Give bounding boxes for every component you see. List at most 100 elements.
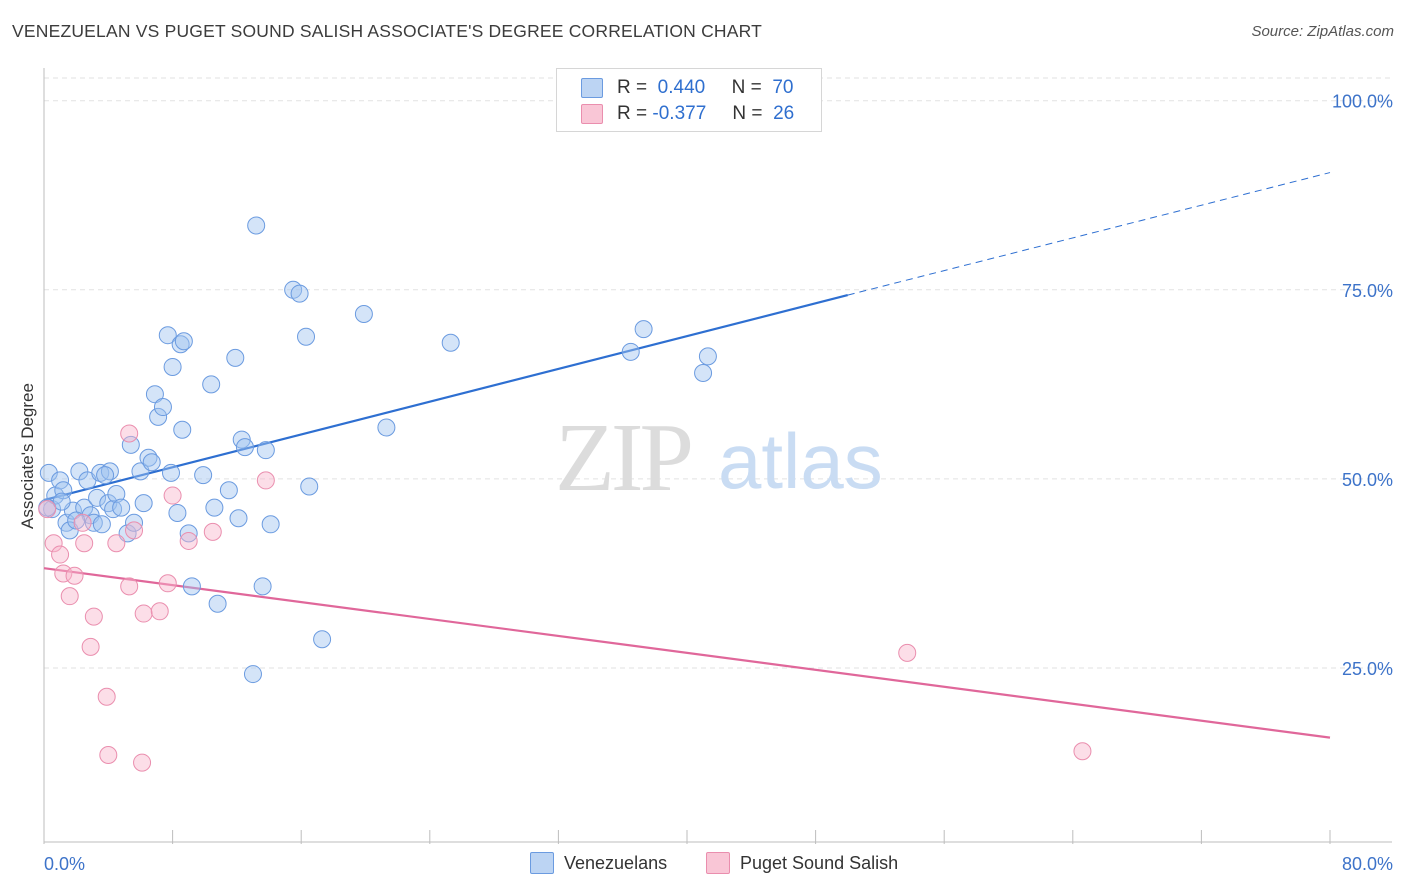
point-puget-sound-salish bbox=[73, 513, 92, 532]
point-venezuelans bbox=[149, 407, 168, 426]
point-venezuelans bbox=[171, 335, 190, 354]
point-venezuelans bbox=[145, 385, 164, 404]
point-puget-sound-salish bbox=[75, 534, 94, 553]
bottom-legend-label: Puget Sound Salish bbox=[740, 852, 899, 873]
point-puget-sound-salish bbox=[163, 486, 182, 505]
legend-swatch-pink bbox=[581, 104, 603, 124]
point-venezuelans bbox=[256, 441, 275, 460]
legend-r-label: R = bbox=[617, 77, 648, 98]
watermark: ZIP atlas bbox=[555, 404, 883, 512]
point-venezuelans bbox=[54, 481, 73, 500]
point-puget-sound-salish bbox=[120, 577, 139, 596]
legend-n-value: 70 bbox=[772, 77, 794, 98]
point-puget-sound-salish bbox=[81, 637, 100, 656]
y-tick-label: 25.0% bbox=[1342, 659, 1393, 679]
point-puget-sound-salish bbox=[65, 566, 84, 585]
point-puget-sound-salish bbox=[38, 500, 57, 519]
bottom-legend-swatch-blue bbox=[530, 852, 554, 874]
point-venezuelans bbox=[226, 348, 245, 367]
legend-row-venezuelans: R = 0.440 N = 70 bbox=[581, 76, 793, 100]
correlation-legend: R = 0.440 N = 70 R = -0.377 N = 26 bbox=[556, 68, 822, 132]
point-puget-sound-salish bbox=[54, 564, 73, 583]
point-venezuelans bbox=[88, 488, 107, 507]
point-venezuelans bbox=[261, 515, 280, 534]
point-puget-sound-salish bbox=[97, 687, 116, 706]
point-venezuelans bbox=[694, 364, 713, 383]
legend-n-label: N = bbox=[732, 103, 763, 124]
point-venezuelans bbox=[134, 494, 153, 513]
point-venezuelans bbox=[179, 524, 198, 543]
point-puget-sound-salish bbox=[51, 545, 70, 564]
point-puget-sound-salish bbox=[99, 746, 118, 765]
chart-source: Source: ZipAtlas.com bbox=[1251, 23, 1394, 40]
point-venezuelans bbox=[174, 332, 193, 351]
legend-r-value: 0.440 bbox=[657, 77, 706, 98]
point-venezuelans bbox=[313, 630, 332, 649]
point-venezuelans bbox=[168, 503, 187, 522]
point-venezuelans bbox=[208, 594, 227, 613]
point-venezuelans bbox=[153, 398, 172, 417]
point-venezuelans bbox=[354, 305, 373, 324]
point-venezuelans bbox=[634, 320, 653, 339]
legend-swatch-blue bbox=[581, 78, 603, 98]
trend-line-puget-sound-salish bbox=[43, 567, 1331, 739]
watermark-zip: ZIP bbox=[555, 404, 690, 512]
bottom-legend-puget-sound-salish: Puget Sound Salish bbox=[706, 852, 898, 874]
legend-n-label: N = bbox=[731, 77, 762, 98]
point-venezuelans bbox=[253, 577, 272, 596]
watermark-atlas: atlas bbox=[718, 417, 883, 505]
y-tick-labels: 25.0% 50.0% 75.0% 100.0% bbox=[1332, 92, 1393, 679]
point-venezuelans bbox=[51, 471, 70, 490]
legend-r-label: R = bbox=[617, 103, 648, 124]
point-venezuelans bbox=[194, 466, 213, 485]
point-venezuelans bbox=[161, 463, 180, 482]
point-venezuelans bbox=[202, 375, 221, 394]
point-puget-sound-salish bbox=[150, 602, 169, 621]
axes bbox=[43, 68, 1392, 844]
legend-n-value: 26 bbox=[773, 103, 795, 124]
point-puget-sound-salish bbox=[134, 604, 153, 623]
legend-row-puget-sound-salish: R = -0.377 N = 26 bbox=[581, 102, 794, 126]
x-tick-labels: 0.0% 80.0% bbox=[44, 854, 1393, 874]
grid-lines bbox=[44, 77, 1392, 669]
point-puget-sound-salish bbox=[60, 587, 79, 606]
data-points bbox=[38, 216, 1092, 772]
point-venezuelans bbox=[163, 357, 182, 376]
point-puget-sound-salish bbox=[84, 607, 103, 626]
point-venezuelans bbox=[300, 477, 319, 496]
point-puget-sound-salish bbox=[898, 643, 917, 662]
point-venezuelans bbox=[75, 498, 94, 517]
point-venezuelans bbox=[243, 665, 262, 684]
point-venezuelans bbox=[205, 498, 224, 517]
point-venezuelans bbox=[92, 515, 111, 534]
point-venezuelans bbox=[290, 284, 309, 303]
point-venezuelans bbox=[235, 438, 254, 457]
point-venezuelans bbox=[698, 347, 717, 366]
y-tick-label: 100.0% bbox=[1332, 92, 1393, 112]
point-venezuelans bbox=[107, 485, 126, 504]
point-puget-sound-salish bbox=[256, 471, 275, 490]
point-venezuelans bbox=[142, 453, 161, 472]
point-venezuelans bbox=[247, 216, 266, 235]
point-puget-sound-salish bbox=[158, 574, 177, 593]
point-puget-sound-salish bbox=[133, 753, 152, 772]
point-puget-sound-salish bbox=[179, 531, 198, 550]
point-venezuelans bbox=[173, 420, 192, 439]
point-venezuelans bbox=[229, 509, 248, 528]
point-venezuelans bbox=[441, 333, 460, 352]
point-venezuelans bbox=[621, 342, 640, 361]
trend-line-extension bbox=[847, 172, 1331, 296]
x-tick-label: 80.0% bbox=[1342, 854, 1393, 874]
bottom-legend-swatch-pink bbox=[706, 852, 730, 874]
chart-title: VENEZUELAN VS PUGET SOUND SALISH ASSOCIA… bbox=[12, 21, 763, 41]
point-venezuelans bbox=[52, 492, 71, 511]
x-tick-label: 0.0% bbox=[44, 854, 85, 874]
y-axis-label: Associate's Degree bbox=[18, 383, 37, 529]
point-venezuelans bbox=[158, 326, 177, 345]
point-venezuelans bbox=[121, 435, 140, 454]
point-venezuelans bbox=[377, 418, 396, 437]
point-puget-sound-salish bbox=[125, 521, 144, 540]
point-puget-sound-salish bbox=[1073, 742, 1092, 761]
point-venezuelans bbox=[182, 577, 201, 596]
